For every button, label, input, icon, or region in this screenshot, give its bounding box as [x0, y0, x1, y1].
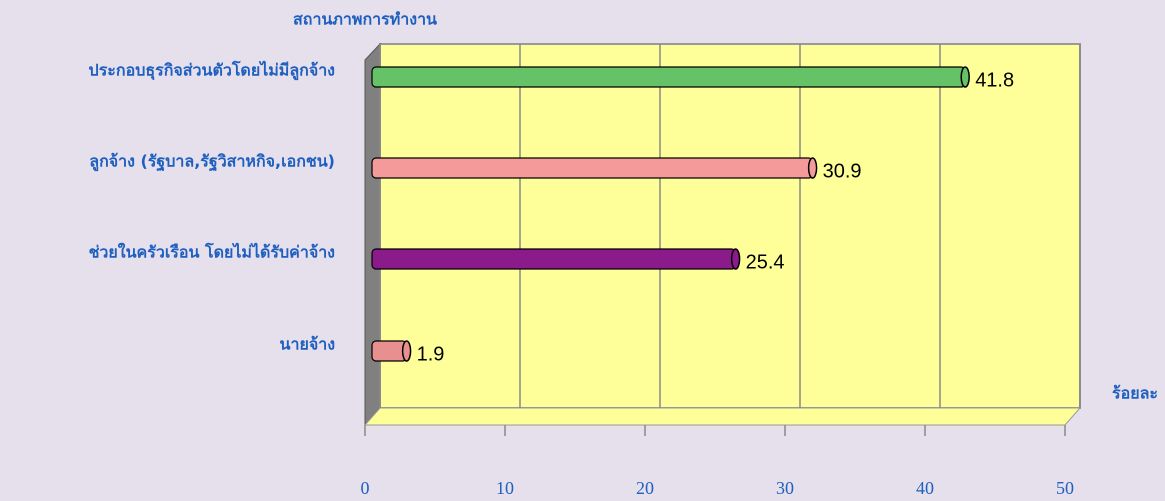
x-axis-title: ร้อยละ — [1112, 384, 1158, 403]
floor — [363, 407, 1082, 426]
bar — [371, 157, 818, 179]
value-label: 30.9 — [823, 160, 862, 182]
value-label: 41.8 — [975, 69, 1014, 91]
x-tick-label: 40 — [916, 478, 934, 498]
value-label: 1.9 — [417, 343, 445, 365]
y-axis-title: สถานภาพการทำงาน — [293, 10, 437, 29]
back-wall — [379, 43, 1081, 409]
y-tick-label: ลูกจ้าง (รัฐบาล,รัฐวิสาหกิจ,เอกชน) — [89, 152, 335, 173]
x-tick-label: 0 — [361, 478, 370, 498]
bar — [371, 340, 412, 362]
bar — [371, 248, 741, 270]
bar — [371, 66, 970, 88]
x-tick-label: 10 — [496, 478, 514, 498]
y-tick-label: ช่วยในครัวเรือน โดยไม่ได้รับค่าจ้าง — [89, 242, 335, 262]
value-label: 25.4 — [746, 251, 785, 273]
x-tick-label: 20 — [636, 478, 654, 498]
x-tick-label: 30 — [776, 478, 794, 498]
y-tick-label: ประกอบธุรกิจส่วนตัวโดยไม่มีลูกจ้าง — [89, 60, 335, 82]
y-tick-label: นายจ้าง — [280, 335, 335, 354]
side-wall — [364, 42, 381, 427]
x-tick-label: 50 — [1056, 478, 1074, 498]
